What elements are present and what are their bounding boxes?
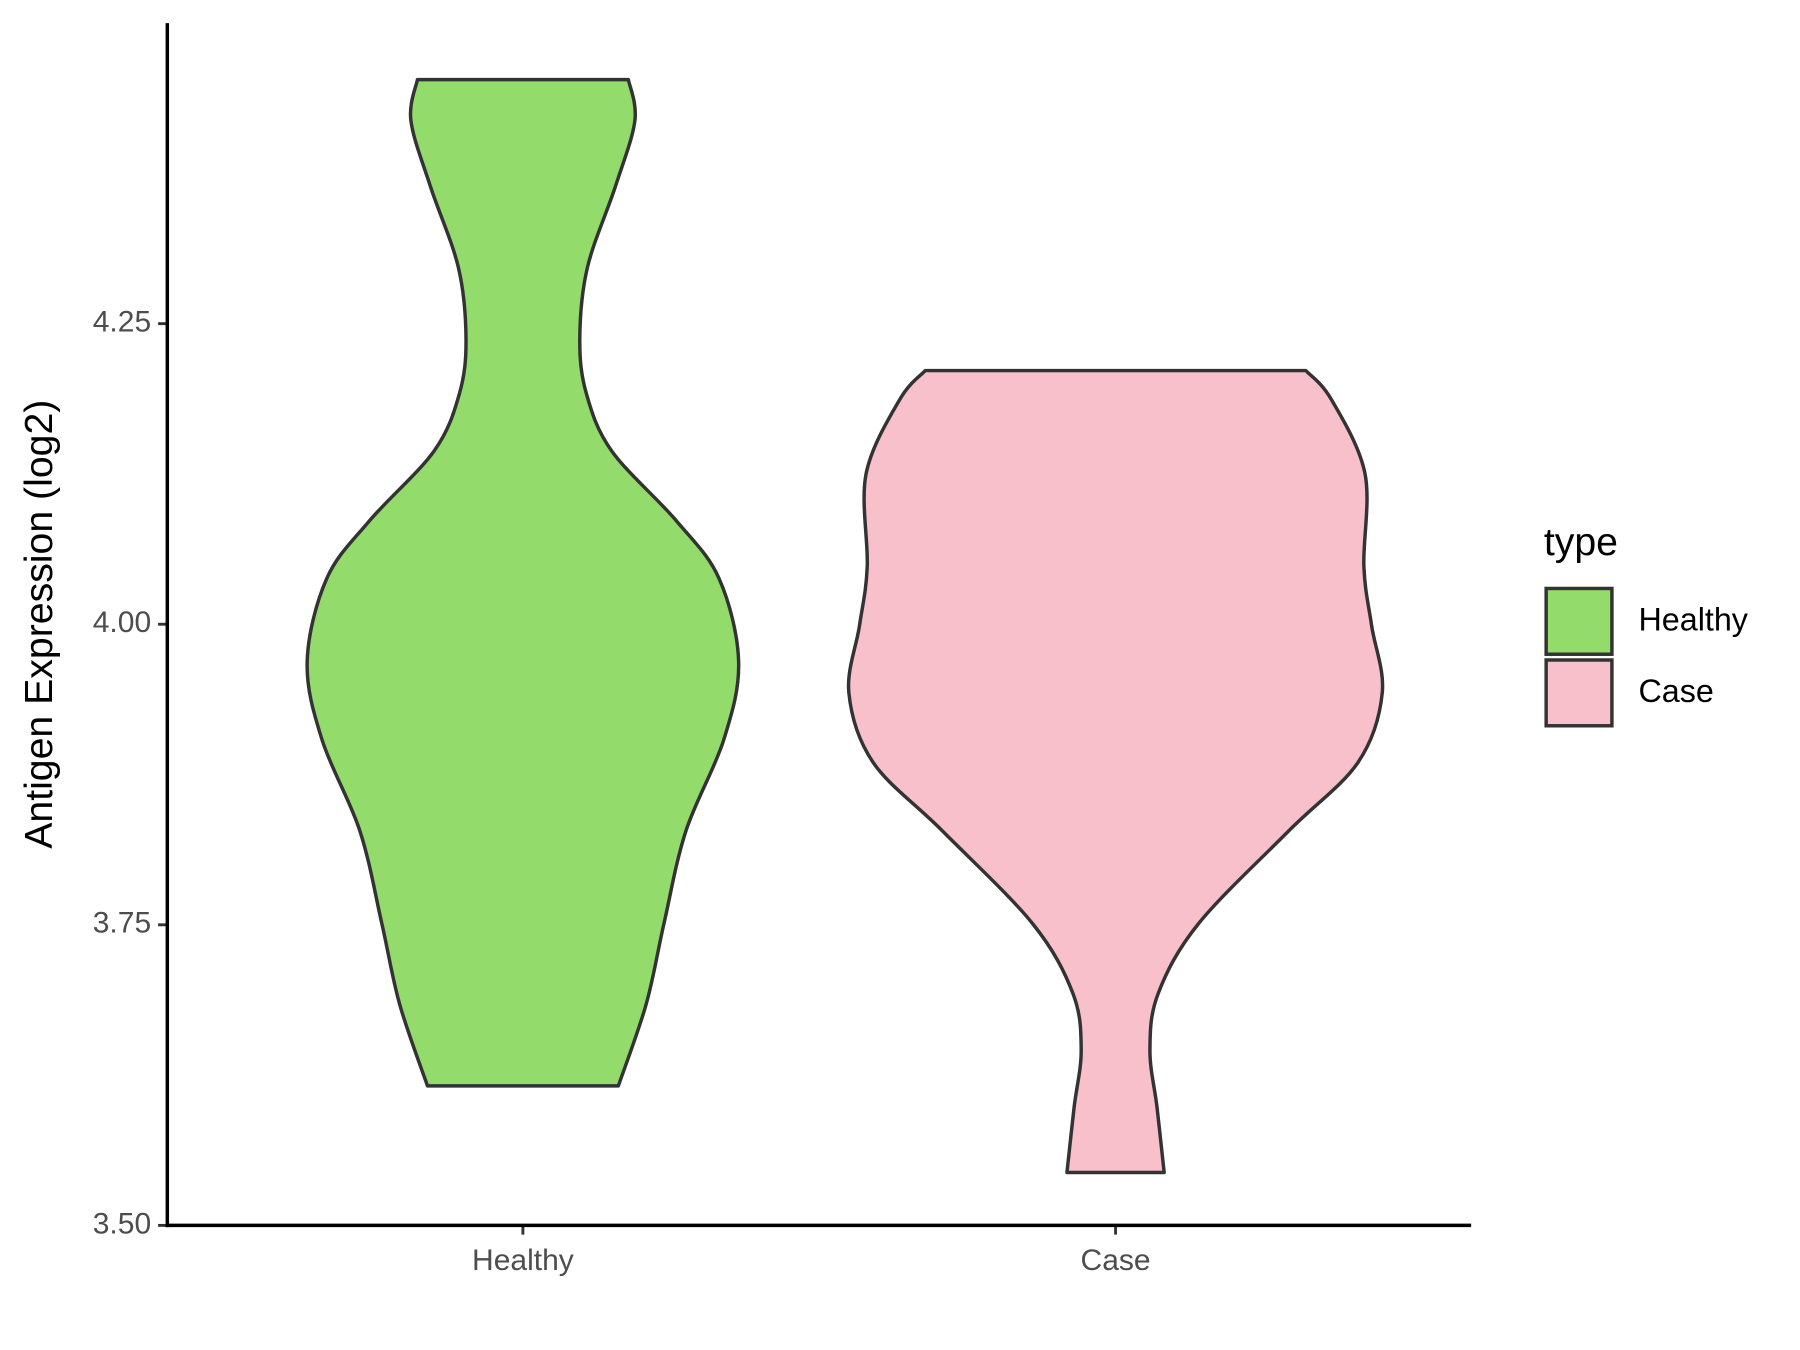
y-axis-title: Antigen Expression (log2) <box>17 400 61 849</box>
legend-label: Healthy <box>1638 601 1748 637</box>
violin <box>305 77 741 1088</box>
y-tick-label: 3.75 <box>93 907 151 940</box>
legend-label: Case <box>1638 673 1713 709</box>
legend-swatch <box>1544 586 1614 656</box>
x-tick-label: Case <box>1081 1244 1151 1277</box>
y-tick-label: 4.00 <box>93 606 151 639</box>
x-tick-label: Healthy <box>472 1244 574 1277</box>
legend-swatch <box>1544 658 1614 728</box>
y-tick-label: 4.25 <box>93 306 151 339</box>
y-tick-label: 3.50 <box>93 1207 151 1240</box>
legend-title: type <box>1544 520 1618 564</box>
violin <box>846 368 1385 1175</box>
